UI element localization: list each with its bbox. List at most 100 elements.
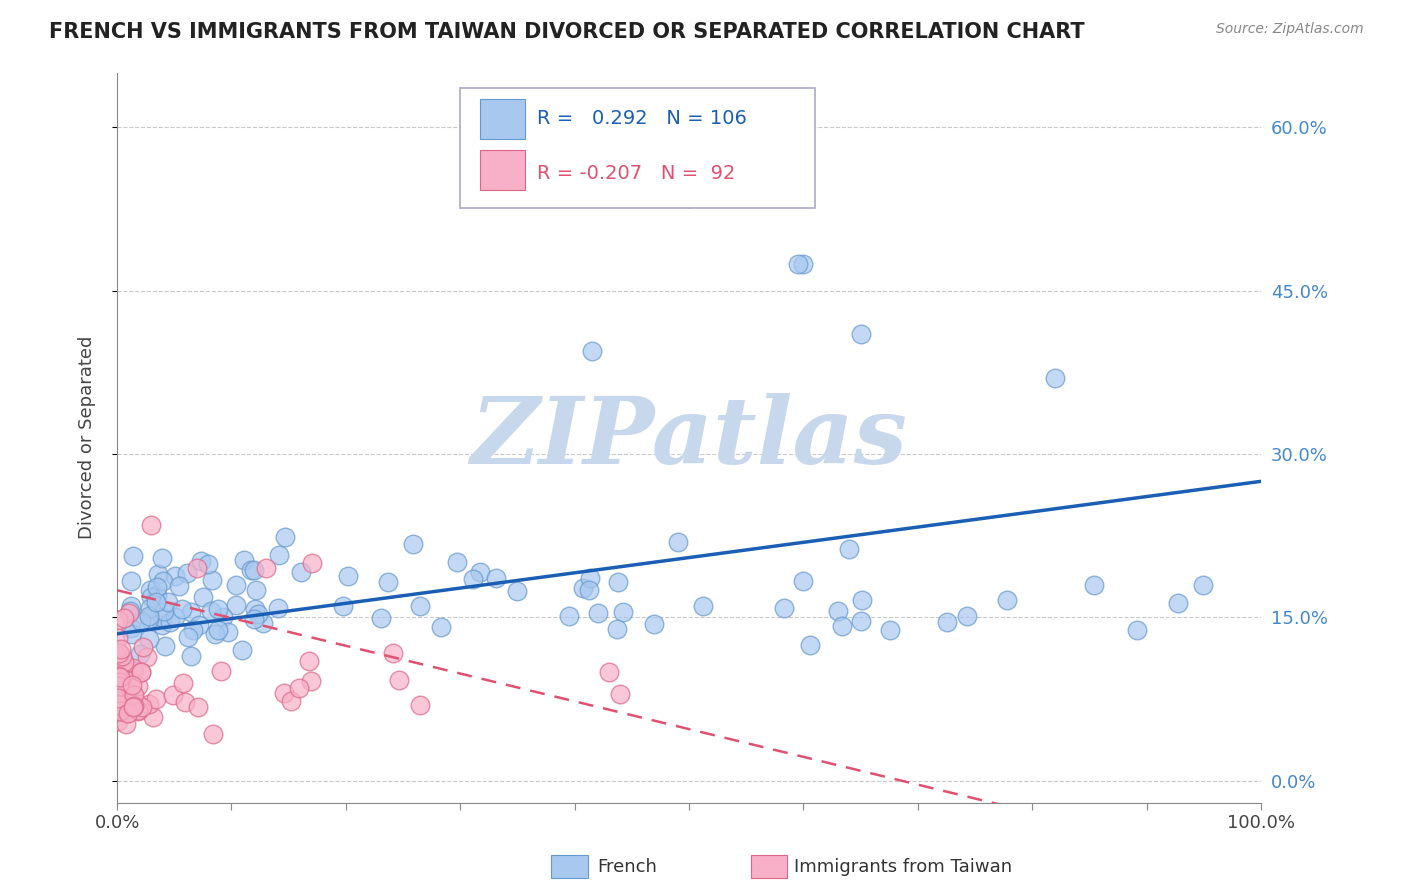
Point — [107, 669, 129, 683]
Point — [122, 664, 145, 678]
Point — [430, 620, 453, 634]
Point — [571, 582, 593, 596]
Point — [377, 575, 399, 590]
Point — [173, 695, 195, 709]
Point — [299, 674, 322, 689]
Point — [127, 704, 149, 718]
Point — [108, 693, 131, 707]
Point — [138, 697, 160, 711]
Point — [138, 601, 160, 615]
FancyBboxPatch shape — [479, 98, 526, 138]
Point — [242, 563, 264, 577]
Point — [387, 673, 409, 687]
Point — [107, 694, 129, 708]
Point — [301, 556, 323, 570]
Point — [121, 688, 143, 702]
Point — [155, 640, 177, 654]
Point — [177, 630, 200, 644]
Point — [612, 605, 634, 619]
Point — [105, 642, 128, 657]
Point — [298, 654, 321, 668]
Point — [172, 676, 194, 690]
Point — [138, 632, 160, 646]
Point — [288, 681, 311, 695]
Point — [117, 673, 139, 687]
Point — [290, 566, 312, 580]
Point — [124, 699, 146, 714]
Point — [827, 603, 849, 617]
Point — [148, 566, 170, 581]
Point — [112, 673, 135, 688]
Point — [558, 609, 581, 624]
Point — [191, 591, 214, 605]
Point — [122, 549, 145, 563]
Point — [120, 599, 142, 614]
Point — [141, 517, 163, 532]
Point — [145, 589, 167, 603]
Point — [240, 563, 263, 577]
Point — [269, 548, 291, 562]
Point — [112, 678, 135, 692]
Point — [110, 651, 132, 665]
Point — [212, 610, 235, 624]
Point — [108, 675, 131, 690]
Point — [609, 687, 631, 701]
Point — [332, 599, 354, 614]
Point — [678, 191, 700, 205]
Point — [402, 536, 425, 550]
Point — [120, 604, 142, 618]
Point — [127, 703, 149, 717]
Point — [581, 343, 603, 358]
Point — [120, 674, 142, 689]
Point — [243, 612, 266, 626]
Point — [129, 665, 152, 680]
Point — [131, 699, 153, 714]
Text: ZIPatlas: ZIPatlas — [471, 392, 907, 483]
Point — [129, 614, 152, 628]
Point — [1167, 596, 1189, 610]
Point — [145, 595, 167, 609]
Point — [152, 574, 174, 588]
Point — [107, 631, 129, 645]
Point — [485, 572, 508, 586]
Point — [446, 556, 468, 570]
Point — [108, 685, 131, 699]
Point — [337, 569, 360, 583]
Point — [111, 701, 134, 715]
Text: R =   0.292   N = 106: R = 0.292 N = 106 — [537, 110, 747, 128]
Point — [150, 618, 173, 632]
Point — [606, 574, 628, 589]
Point — [267, 601, 290, 615]
Point — [108, 646, 131, 660]
Point — [167, 579, 190, 593]
Point — [1083, 578, 1105, 592]
Point — [207, 624, 229, 638]
Point — [117, 706, 139, 721]
Point — [105, 681, 128, 696]
Point — [135, 650, 157, 665]
Point — [107, 689, 129, 703]
Point — [107, 698, 129, 712]
Point — [107, 695, 129, 709]
Point — [122, 661, 145, 675]
Point — [245, 582, 267, 597]
Text: R = -0.207   N =  92: R = -0.207 N = 92 — [537, 164, 735, 183]
Point — [792, 574, 814, 589]
Point — [280, 694, 302, 708]
Point — [225, 577, 247, 591]
Point — [122, 699, 145, 714]
Point — [110, 688, 132, 702]
Point — [181, 623, 204, 637]
Point — [108, 705, 131, 719]
Point — [107, 691, 129, 706]
Point — [254, 561, 277, 575]
Point — [121, 678, 143, 692]
Point — [190, 554, 212, 568]
Point — [209, 664, 232, 678]
Point — [105, 705, 128, 719]
Point — [121, 627, 143, 641]
Point — [115, 717, 138, 731]
Point — [107, 679, 129, 693]
Text: French: French — [598, 858, 658, 876]
FancyBboxPatch shape — [479, 150, 526, 190]
